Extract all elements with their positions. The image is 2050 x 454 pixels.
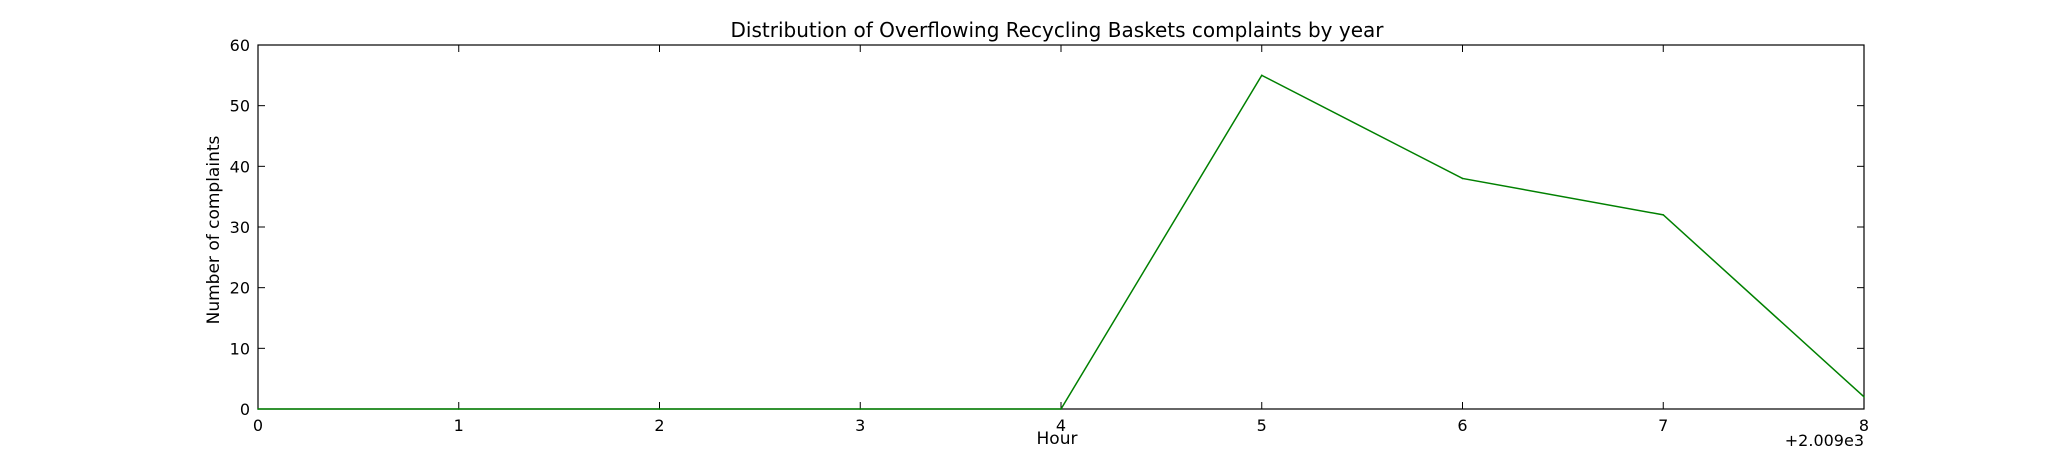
x-axis-ticks: 0 1 2 3 4 5 6 7 8 — [253, 45, 1869, 435]
y-tick-label: 30 — [230, 218, 250, 237]
x-tick-label: 6 — [1457, 416, 1467, 435]
x-axis-label: Hour — [1037, 429, 1078, 449]
data-point — [859, 408, 862, 410]
x-axis-offset-label: +2.009e3 — [1785, 431, 1864, 450]
x-tick-label: 1 — [454, 416, 464, 435]
data-point — [1863, 396, 1865, 398]
data-point — [1060, 408, 1062, 410]
data-point — [257, 408, 259, 410]
data-point — [457, 408, 460, 410]
data-point — [658, 408, 661, 410]
chart-title: Distribution of Overflowing Recycling Ba… — [731, 18, 1385, 42]
y-tick-label: 50 — [230, 97, 250, 116]
y-tick-label: 20 — [230, 279, 250, 298]
data-point — [1461, 177, 1464, 180]
plot-frame — [257, 44, 1865, 410]
y-axis-ticks: 0 10 20 30 40 50 60 — [230, 36, 1864, 419]
series-layer — [257, 74, 1865, 410]
x-tick-label: 8 — [1859, 416, 1869, 435]
x-tick-label: 3 — [855, 416, 865, 435]
y-tick-label: 60 — [230, 36, 250, 55]
x-tick-label: 2 — [654, 416, 664, 435]
data-point — [1662, 214, 1665, 216]
x-tick-label: 4 — [1056, 416, 1066, 435]
x-tick-label: 5 — [1257, 416, 1267, 435]
y-tick-label: 0 — [240, 400, 250, 419]
plot-area — [257, 44, 1865, 410]
y-tick-label: 10 — [230, 339, 250, 358]
series-line-0 — [258, 74, 1865, 410]
x-tick-label: 0 — [253, 416, 263, 435]
data-point — [1260, 74, 1263, 77]
x-tick-label: 7 — [1658, 416, 1668, 435]
y-axis-label: Number of complaints — [204, 135, 224, 324]
y-tick-label: 40 — [230, 157, 250, 176]
